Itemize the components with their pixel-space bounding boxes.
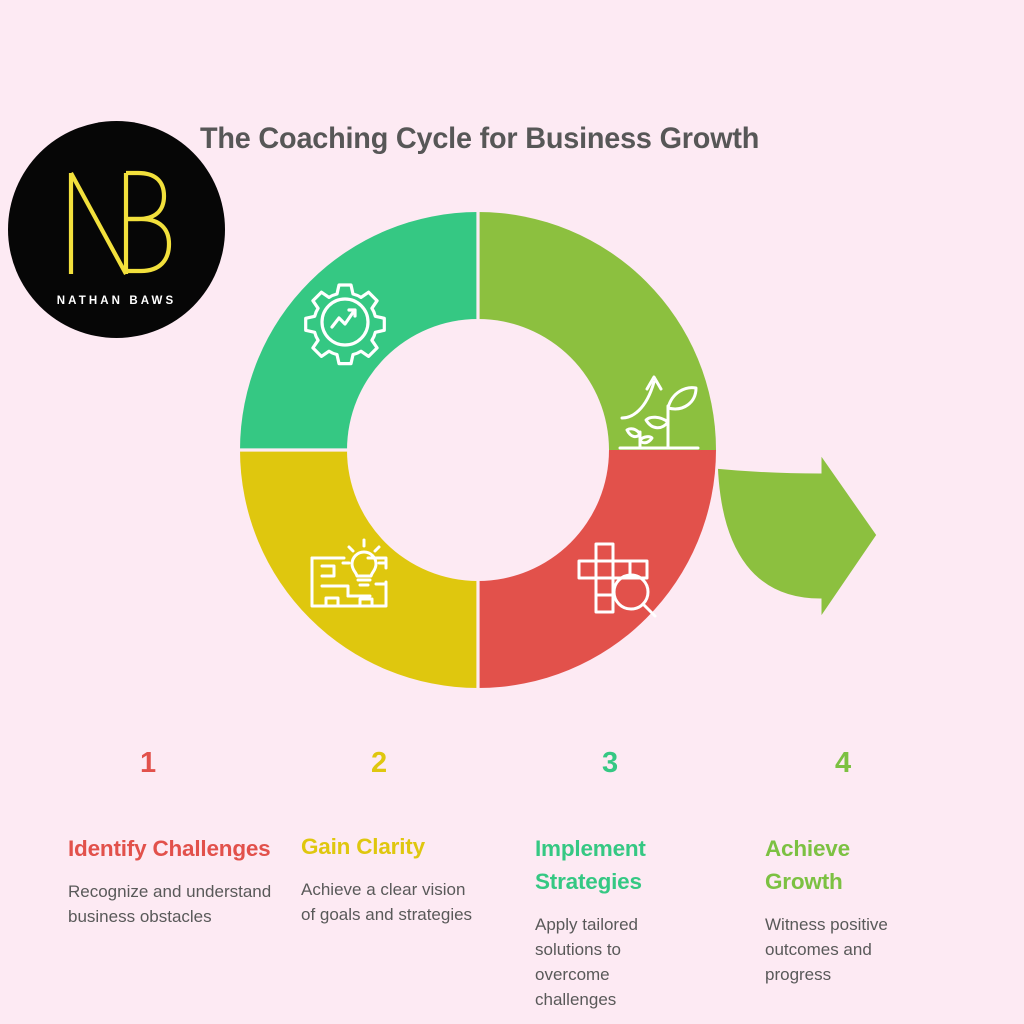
blueprint-lightbulb-icon <box>310 538 388 608</box>
step-item-3[interactable]: 3 Implement Strategies Apply tailored so… <box>502 740 717 1012</box>
step-description: Achieve a clear vision of goals and stra… <box>301 880 473 924</box>
nb-monogram-icon <box>68 170 171 275</box>
gear-trendline-icon <box>304 283 386 366</box>
step-title: Gain Clarity <box>301 834 425 859</box>
step-title: Achieve Growth <box>765 836 850 894</box>
step-item-2[interactable]: 2 Gain Clarity Achieve a clear vision of… <box>271 740 486 927</box>
brand-logo: NATHAN BAWS <box>8 121 225 338</box>
step-title: Identify Challenges <box>68 836 271 861</box>
coaching-cycle-diagram <box>240 210 880 688</box>
step-description: Apply tailored solutions to overcome cha… <box>535 915 639 1009</box>
step-item-4[interactable]: 4 Achieve Growth Witness positive outcom… <box>735 740 950 987</box>
puzzle-magnifier-icon <box>577 542 657 618</box>
step-number: 4 <box>835 747 852 779</box>
donut-segment-implement-strategies[interactable] <box>240 212 478 450</box>
donut-ring <box>240 212 716 688</box>
step-item-1[interactable]: 1 Identify Challenges Recognize and unde… <box>40 740 271 929</box>
brand-name: NATHAN BAWS <box>56 294 177 307</box>
segment-dividers <box>240 212 480 688</box>
plant-growth-icon <box>618 375 700 450</box>
page-title: The Coaching Cycle for Business Growth <box>200 122 760 155</box>
step-number: 3 <box>602 747 619 779</box>
donut-segment-gain-clarity[interactable] <box>240 450 478 688</box>
step-number: 1 <box>140 747 157 779</box>
donut-segment-achieve-growth-ring[interactable] <box>478 212 716 450</box>
step-title: Implement Strategies <box>535 836 646 894</box>
steps-legend: 1 Identify Challenges Recognize and unde… <box>0 740 1024 1024</box>
step-description: Recognize and understand business obstac… <box>68 882 272 926</box>
step-number: 2 <box>371 747 388 779</box>
step-description: Witness positive outcomes and progress <box>765 915 888 984</box>
